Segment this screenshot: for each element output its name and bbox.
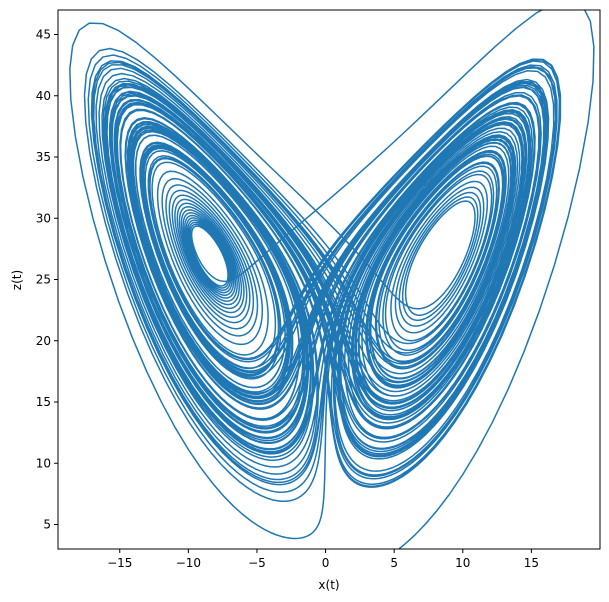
x-axis-ticks: −15 −10 −5 0 5 10 15 xyxy=(107,549,539,570)
y-tick-label: 15 xyxy=(36,395,51,409)
x-tick-label: −15 xyxy=(107,556,132,570)
series-line xyxy=(69,10,595,549)
x-axis-label: x(t) xyxy=(318,578,339,592)
series-layer xyxy=(69,10,595,549)
y-tick-label: 5 xyxy=(43,518,51,532)
x-tick-label: 0 xyxy=(322,556,330,570)
y-tick-label: 20 xyxy=(36,334,51,348)
y-tick-label: 45 xyxy=(36,28,51,42)
y-tick-label: 10 xyxy=(36,456,51,470)
x-tick-label: −5 xyxy=(248,556,266,570)
y-tick-label: 30 xyxy=(36,211,51,225)
y-tick-label: 40 xyxy=(36,89,51,103)
y-axis-ticks: 5 10 15 20 25 30 35 40 45 xyxy=(36,28,58,532)
y-tick-label: 35 xyxy=(36,150,51,164)
x-tick-label: −10 xyxy=(176,556,201,570)
x-tick-label: 5 xyxy=(390,556,398,570)
x-tick-label: 15 xyxy=(524,556,539,570)
y-tick-label: 25 xyxy=(36,273,51,287)
x-tick-label: 10 xyxy=(455,556,470,570)
y-axis-label: z(t) xyxy=(10,270,24,290)
